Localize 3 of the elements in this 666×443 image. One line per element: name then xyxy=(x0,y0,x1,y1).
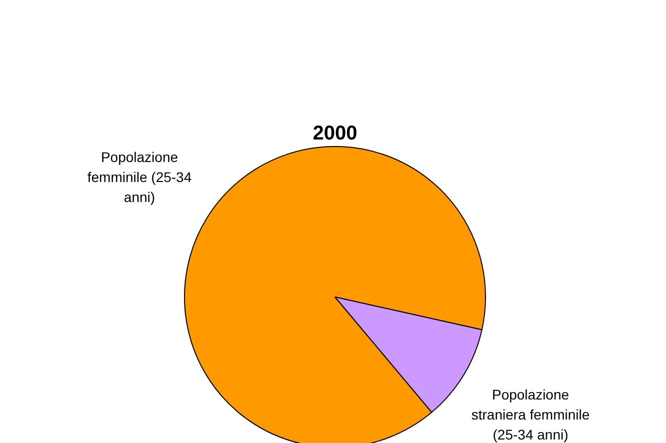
slice-label: Popolazione femminile (25-34 anni) xyxy=(87,149,192,206)
slice-label: Popolazione straniera femminile (25-34 anni) xyxy=(471,386,590,443)
chart-title: 2000 xyxy=(312,122,358,145)
